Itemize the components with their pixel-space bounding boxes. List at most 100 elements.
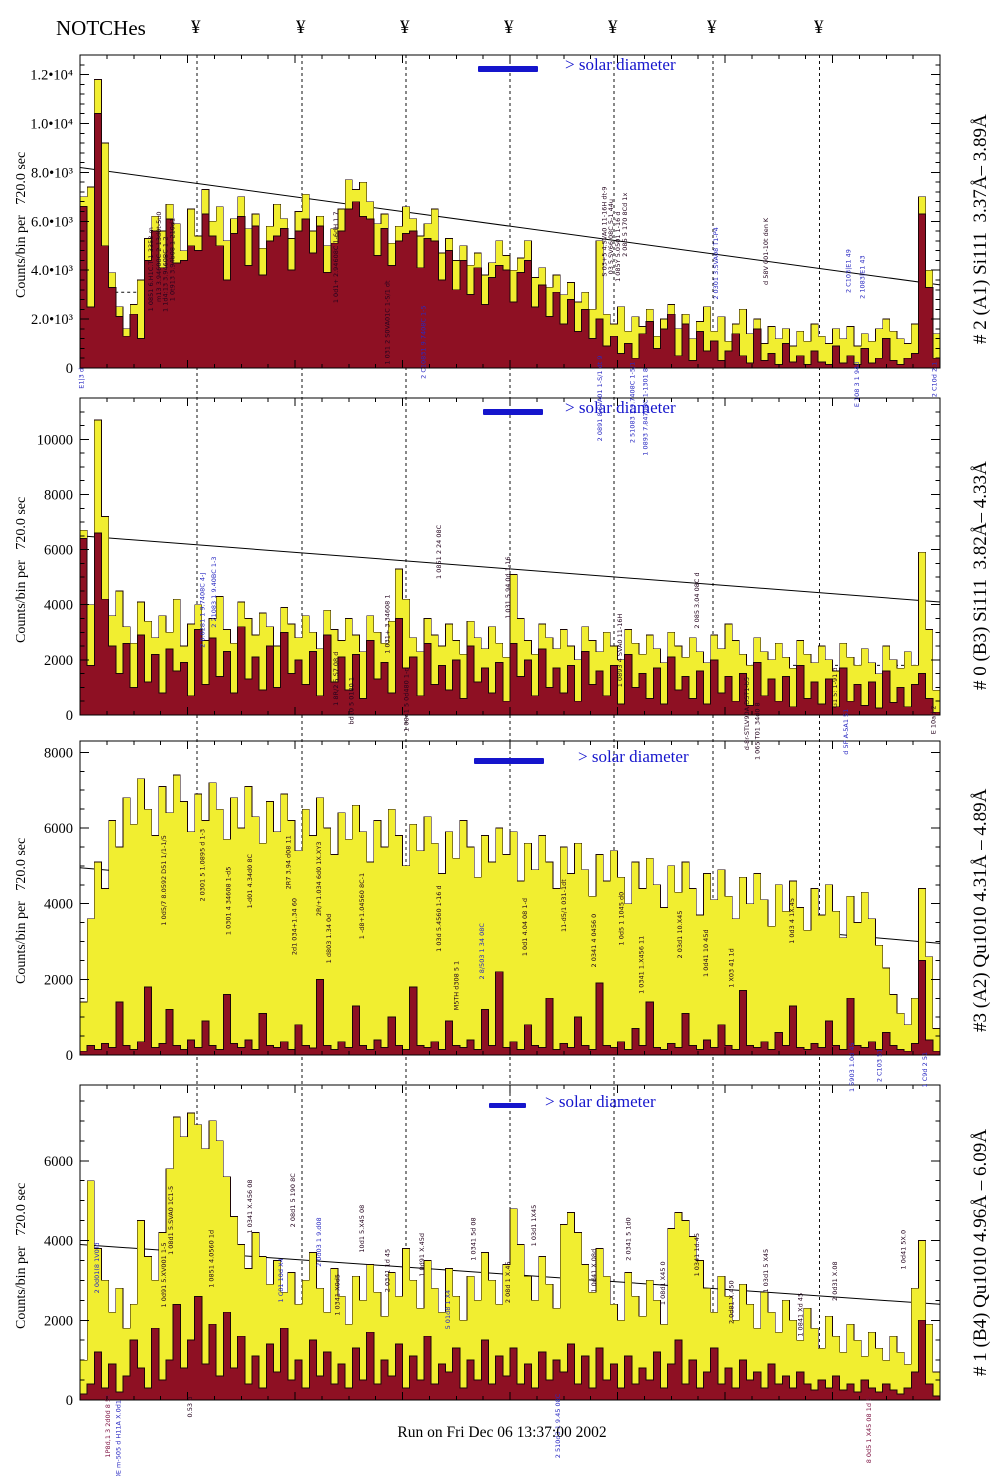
line-annotation: 2 0d31 X.08	[831, 1261, 839, 1301]
line-annotation: 1 0851 6.H1C.T 1-3353 m	[147, 227, 155, 311]
y-tick-label: 1.0•10⁴	[30, 117, 73, 133]
y-tick-label: 4000	[44, 598, 73, 614]
notch-symbol: ¥	[707, 17, 717, 38]
line-annotation: 1 -d8+1.04560 8C-1	[358, 873, 366, 939]
line-annotation: 2 51083 1 9.7408C 1-5/1	[629, 362, 637, 443]
line-annotation: 2 08d1 5 190 8C	[289, 1173, 297, 1228]
line-annotation: 1 0d91 5.XV001 1-5	[160, 1243, 168, 1308]
line-annotation: 2 085 3.04 08C d	[693, 572, 701, 628]
line-annotation: 1 0d5/7 8.0592 D51 1/1-1/5	[160, 835, 168, 925]
line-annotation: 1 X03 41 1d	[728, 948, 736, 988]
line-annotation: 1 5903 1.0d 45	[848, 1042, 856, 1092]
y-tick-label: 0	[66, 1393, 73, 1409]
notch-symbol: ¥	[814, 17, 824, 38]
panel-3: 0 2000 4000 6000 8000	[44, 740, 941, 1064]
y-tick-label: 2000	[44, 972, 73, 988]
panel-1: 0 2.0•10³ 4.0•10³ 6.0•10³ 8.0•10³ 1.0•10⁴ 1.2•…	[30, 54, 941, 377]
solar-diameter-label: > solar diameter	[545, 1092, 656, 1111]
line-annotation: 2 8/503 1 34 08C	[478, 923, 486, 980]
line-annotation: 5 01d8 1 X4	[444, 1290, 452, 1330]
line-annotation: 1-d01 4.34d0 8C	[246, 854, 254, 909]
line-annotation: 1 0d5 1 1045 d0	[618, 892, 626, 946]
solar-diameter-marker	[483, 409, 543, 415]
y-tick-label: 6000	[44, 543, 73, 559]
line-annotation: 1 0341 5d 08	[470, 1217, 478, 1260]
line-annotation: 1 0d3 4 1X.45	[788, 898, 796, 944]
line-annotation: 2 21083 1 9.40BC 1-3	[210, 557, 218, 628]
line-annotation: M5TH d308 5 1	[452, 961, 460, 1011]
y-tick-label: 0	[66, 361, 73, 377]
line-annotations: E1|3 d 1 0851 6.H1C.T 1-3353 m m13 3.94608…	[77, 187, 938, 1476]
y-tick-label: 4000	[44, 897, 73, 913]
line-annotation: d 5P A-5A1 51	[842, 709, 850, 755]
line-annotation: 1 C9d 2 51	[921, 1052, 929, 1088]
line-annotation: 1 0893 4 SVA0 11-16H	[616, 613, 624, 687]
line-annotation: 2R7 3.94 d08 11	[285, 835, 293, 889]
line-annotation: 2 510d3 1 9.45 08C	[554, 1393, 562, 1458]
notch-symbol: ¥	[504, 17, 514, 38]
run-timestamp: Run on Fri Dec 06 13:37:00 2002	[397, 1424, 607, 1441]
line-annotation: 1 031 5.94 0d 1-16	[504, 557, 512, 619]
line-annotation: 1 0d41 10 45d	[702, 929, 710, 977]
total-counts-histogram	[79, 1112, 941, 1401]
panel-2-y-axis-label: Counts/bin per 720.0 sec	[14, 496, 29, 643]
line-annotation: 2 0341 5 1d0	[624, 1217, 632, 1260]
notches-title: NOTCHes	[56, 16, 146, 40]
line-annotation: 8 0d5 1 X45 08 1d 5	[865, 1397, 873, 1463]
panel-4: 0 2000 4000 6000	[44, 1084, 941, 1409]
line-annotation: G1 5: 1-91 d	[831, 668, 839, 709]
line-annotation: 1 0d91 X.45d	[418, 1233, 426, 1277]
y-tick-label: 4.0•10³	[31, 263, 74, 279]
line-annotation: 1 085Y 5.0501 1-16 d	[614, 212, 622, 282]
line-annotation: 1 031 2 S0VA01C 1-S/1 dt	[384, 280, 392, 365]
line-annotation: 1 0341 X.456 08	[246, 1180, 254, 1234]
notch-symbol: ¥	[608, 17, 618, 38]
line-annotation: 2 0301 5 1.0895 d 1-3	[199, 829, 207, 902]
y-tick-label: 2000	[44, 653, 73, 669]
line-annotation: 03 5.SV66 08C 5-1 44u	[607, 199, 615, 274]
line-annotation: 1 d803 1.34 0d	[325, 914, 333, 964]
line-annotation: m13 3.94608C 2-13d0t-5u0	[155, 212, 163, 302]
solar-diameter-marker	[489, 1103, 526, 1108]
line-annotation: 1 03d 5.4560 1-16 d	[435, 885, 443, 951]
line-annotation: 1 C81 10d X4	[277, 1258, 285, 1302]
y-tick-label: 2.0•10³	[31, 312, 74, 328]
y-tick-label: 1.2•10⁴	[30, 68, 73, 84]
line-annotation: 1 0851 4.0560 1d	[207, 1230, 215, 1288]
line-annotation: 1 08d1 X45 0	[659, 1261, 667, 1305]
flagged-counts-histogram	[79, 532, 941, 716]
line-annotation: 2 0891 8.SVA01 1-S/1 dt 9	[596, 356, 604, 442]
line-annotation: 1 0841 Xd 45	[796, 1293, 804, 1337]
axis-ticks	[79, 1085, 941, 1401]
y-tick-label: 10000	[37, 432, 73, 448]
line-annotation: 1 0d41 5X.0	[900, 1230, 908, 1270]
line-annotation: 2 1083|E1 43	[858, 255, 866, 299]
notch-symbol: ¥	[400, 17, 410, 38]
y-tick-label: 6000	[44, 821, 73, 837]
line-annotation: S 03+5 4.SVA0 11-16H dt-9	[600, 187, 608, 277]
line-annotation: E 10ad 2	[930, 706, 938, 735]
panel-1-y-axis-label: Counts/bin per 720.0 sec	[14, 151, 29, 298]
flagged-counts-histogram	[79, 1295, 941, 1401]
line-annotation: 1 0341 X0d5	[334, 1274, 342, 1316]
line-annotation: 1 0t913 3.94b08 1-210d1	[169, 218, 177, 301]
trend-line	[79, 535, 941, 603]
panel-3-y-axis-label: Counts/bin per 720.0 sec	[14, 837, 29, 984]
solar-diameter-label: > solar diameter	[565, 55, 676, 74]
y-tick-label: 6000	[44, 1154, 73, 1170]
line-annotation: 10d1 5.X45 08	[358, 1205, 366, 1253]
panel-1-channel-label: # 2 (A1) Si111 3.37Å– 3.89Å	[970, 114, 991, 344]
y-tick-label: 4000	[44, 1234, 73, 1250]
line-annotation: 1 8R/2 5 S7.08 d	[332, 652, 340, 706]
line-annotation: 2 03d1 10.X45	[676, 911, 684, 959]
trend-line	[79, 167, 941, 286]
line-annotation: 2 0d81 X.450	[728, 1280, 736, 1324]
line-annotation: 0.53 d	[186, 1397, 194, 1418]
line-annotation: 1 065 T01 34d0 8	[753, 702, 761, 760]
y-tick-label: 6.0•10³	[31, 214, 74, 230]
y-tick-label: 0	[66, 708, 73, 724]
line-annotation: 1 03d1 5 X45	[762, 1249, 770, 1293]
line-annotation: 2 C103 51	[876, 1049, 884, 1082]
line-annotation: bd10 5 0180 1	[348, 677, 356, 725]
